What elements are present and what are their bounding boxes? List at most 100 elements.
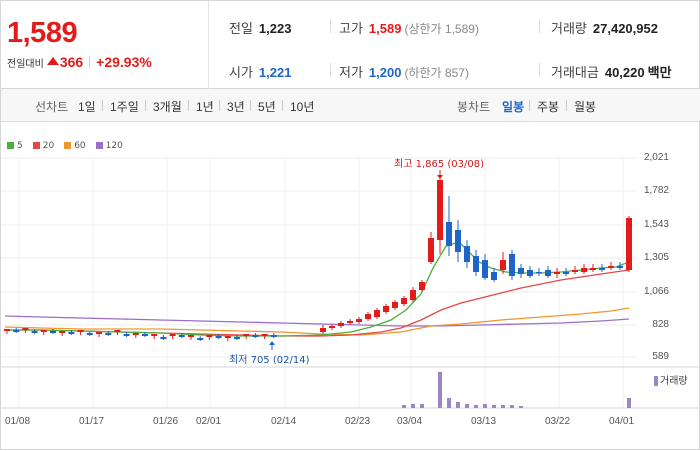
divider <box>330 19 331 33</box>
volume-bar <box>402 405 406 408</box>
ma120-line <box>4 315 630 327</box>
candle-body <box>401 298 407 304</box>
candle-body <box>22 328 29 330</box>
low-label: 저가 <box>339 65 363 80</box>
candle-body <box>4 329 10 331</box>
candle-body <box>243 334 250 336</box>
low-value: 1,200 <box>368 65 402 80</box>
x-tick: 02/14 <box>271 416 297 427</box>
ma60-line <box>4 307 630 336</box>
period-toolbar: 선차트 1일 1주일 3개월 1년 3년 5년 10년 봉차트 일봉 주봉 월봉 <box>1 89 700 122</box>
legend-item-ma20: 20 <box>32 141 54 151</box>
open-label: 시가 <box>229 65 253 80</box>
candle-body <box>626 218 632 270</box>
candle-body <box>545 270 551 276</box>
x-tick: 02/23 <box>345 416 371 427</box>
y-tick: 1,066 <box>643 286 669 297</box>
candle-body <box>224 336 231 338</box>
candle-body <box>50 331 56 333</box>
x-tick: 01/26 <box>153 416 179 427</box>
candle-monthly[interactable]: 월봉 <box>574 100 597 114</box>
low-marker-arrowhead <box>269 341 275 345</box>
legend-swatch <box>32 142 40 149</box>
candle-body <box>178 335 185 337</box>
candle-body <box>482 260 488 278</box>
divider <box>188 100 189 111</box>
candle-body <box>428 238 434 262</box>
volume-legend: 거래량 <box>654 372 688 387</box>
candle-body <box>581 268 587 272</box>
candle-body <box>169 334 176 336</box>
candle-weekly[interactable]: 주봉 <box>537 100 560 114</box>
candle-body <box>270 335 277 337</box>
candle-body <box>527 270 533 276</box>
candle-body <box>464 246 470 262</box>
amount-unit: 백만 <box>647 65 672 80</box>
period-5y[interactable]: 5년 <box>258 100 276 114</box>
candle-body <box>132 333 139 335</box>
period-3m[interactable]: 3개월 <box>153 100 182 114</box>
period-3y[interactable]: 3년 <box>227 100 245 114</box>
x-tick: 01/08 <box>5 416 31 427</box>
stat-amount: 거래대금 40,220 백만 <box>551 62 672 81</box>
candle-body <box>356 319 362 322</box>
amount-value: 40,220 <box>604 65 645 80</box>
stat-volume: 거래량 27,420,952 <box>551 18 658 37</box>
legend-item-ma120: 120 <box>95 141 123 151</box>
open-value: 1,221 <box>258 65 292 80</box>
candle-body <box>590 268 596 270</box>
volume-bar <box>438 372 442 408</box>
period-1d[interactable]: 1일 <box>78 100 96 114</box>
price-chart[interactable]: 5 20 60 120 최고 1,865 (03/08) <box>1 122 700 451</box>
stat-open: 시가 1,221 <box>229 62 291 81</box>
legend-label: 60 <box>74 141 86 151</box>
candle-body <box>419 282 425 290</box>
volume-bar <box>510 405 514 408</box>
candle-body <box>77 330 84 332</box>
candle-body <box>197 338 204 340</box>
change-value: 366 <box>59 54 84 70</box>
change-row: 전일대비 366 +29.93% <box>7 54 152 70</box>
candle-body <box>329 326 335 328</box>
line-chart-label: 선차트 <box>35 100 69 114</box>
y-tick: 2,021 <box>643 152 669 163</box>
candle-body <box>617 266 623 268</box>
stat-high: 고가 1,589 (상한가 1,589) <box>339 18 479 37</box>
period-1y[interactable]: 1년 <box>196 100 214 114</box>
divider <box>145 100 146 111</box>
stat-prev-close: 전일 1,223 <box>229 18 291 37</box>
candle-body <box>114 330 121 332</box>
chart-canvas <box>1 157 700 409</box>
period-1w[interactable]: 1주일 <box>110 100 139 114</box>
candle-body <box>599 268 605 270</box>
y-tick: 1,782 <box>643 185 669 196</box>
period-10y[interactable]: 10년 <box>290 100 315 114</box>
legend-swatch <box>95 142 103 149</box>
candle-chart-label: 봉차트 <box>457 100 491 114</box>
candle-body <box>215 336 222 338</box>
divider <box>330 63 331 77</box>
candle-body <box>509 254 515 276</box>
volume-bar <box>456 402 460 408</box>
candle-body <box>554 272 560 274</box>
candle-body <box>365 314 371 319</box>
volume-bar <box>420 404 424 408</box>
volume-bar <box>465 404 469 408</box>
current-price: 1,589 <box>7 17 78 49</box>
legend-label: 120 <box>105 141 123 151</box>
high-label: 고가 <box>339 21 363 36</box>
annotation-low: 최저 705 (02/14) <box>229 355 310 366</box>
candle-body <box>234 337 240 339</box>
x-tick: 02/01 <box>196 416 222 427</box>
amount-label: 거래대금 <box>551 65 599 80</box>
candle-body <box>410 290 416 300</box>
change-percent: +29.93% <box>96 54 152 70</box>
candle-body <box>40 330 47 332</box>
divider <box>250 100 251 111</box>
divider <box>282 100 283 111</box>
upper-limit: (상한가 1,589) <box>404 22 479 36</box>
ma-legend: 5 20 60 120 <box>7 141 123 151</box>
candle-body <box>142 334 148 336</box>
candle-daily[interactable]: 일봉 <box>502 100 525 114</box>
